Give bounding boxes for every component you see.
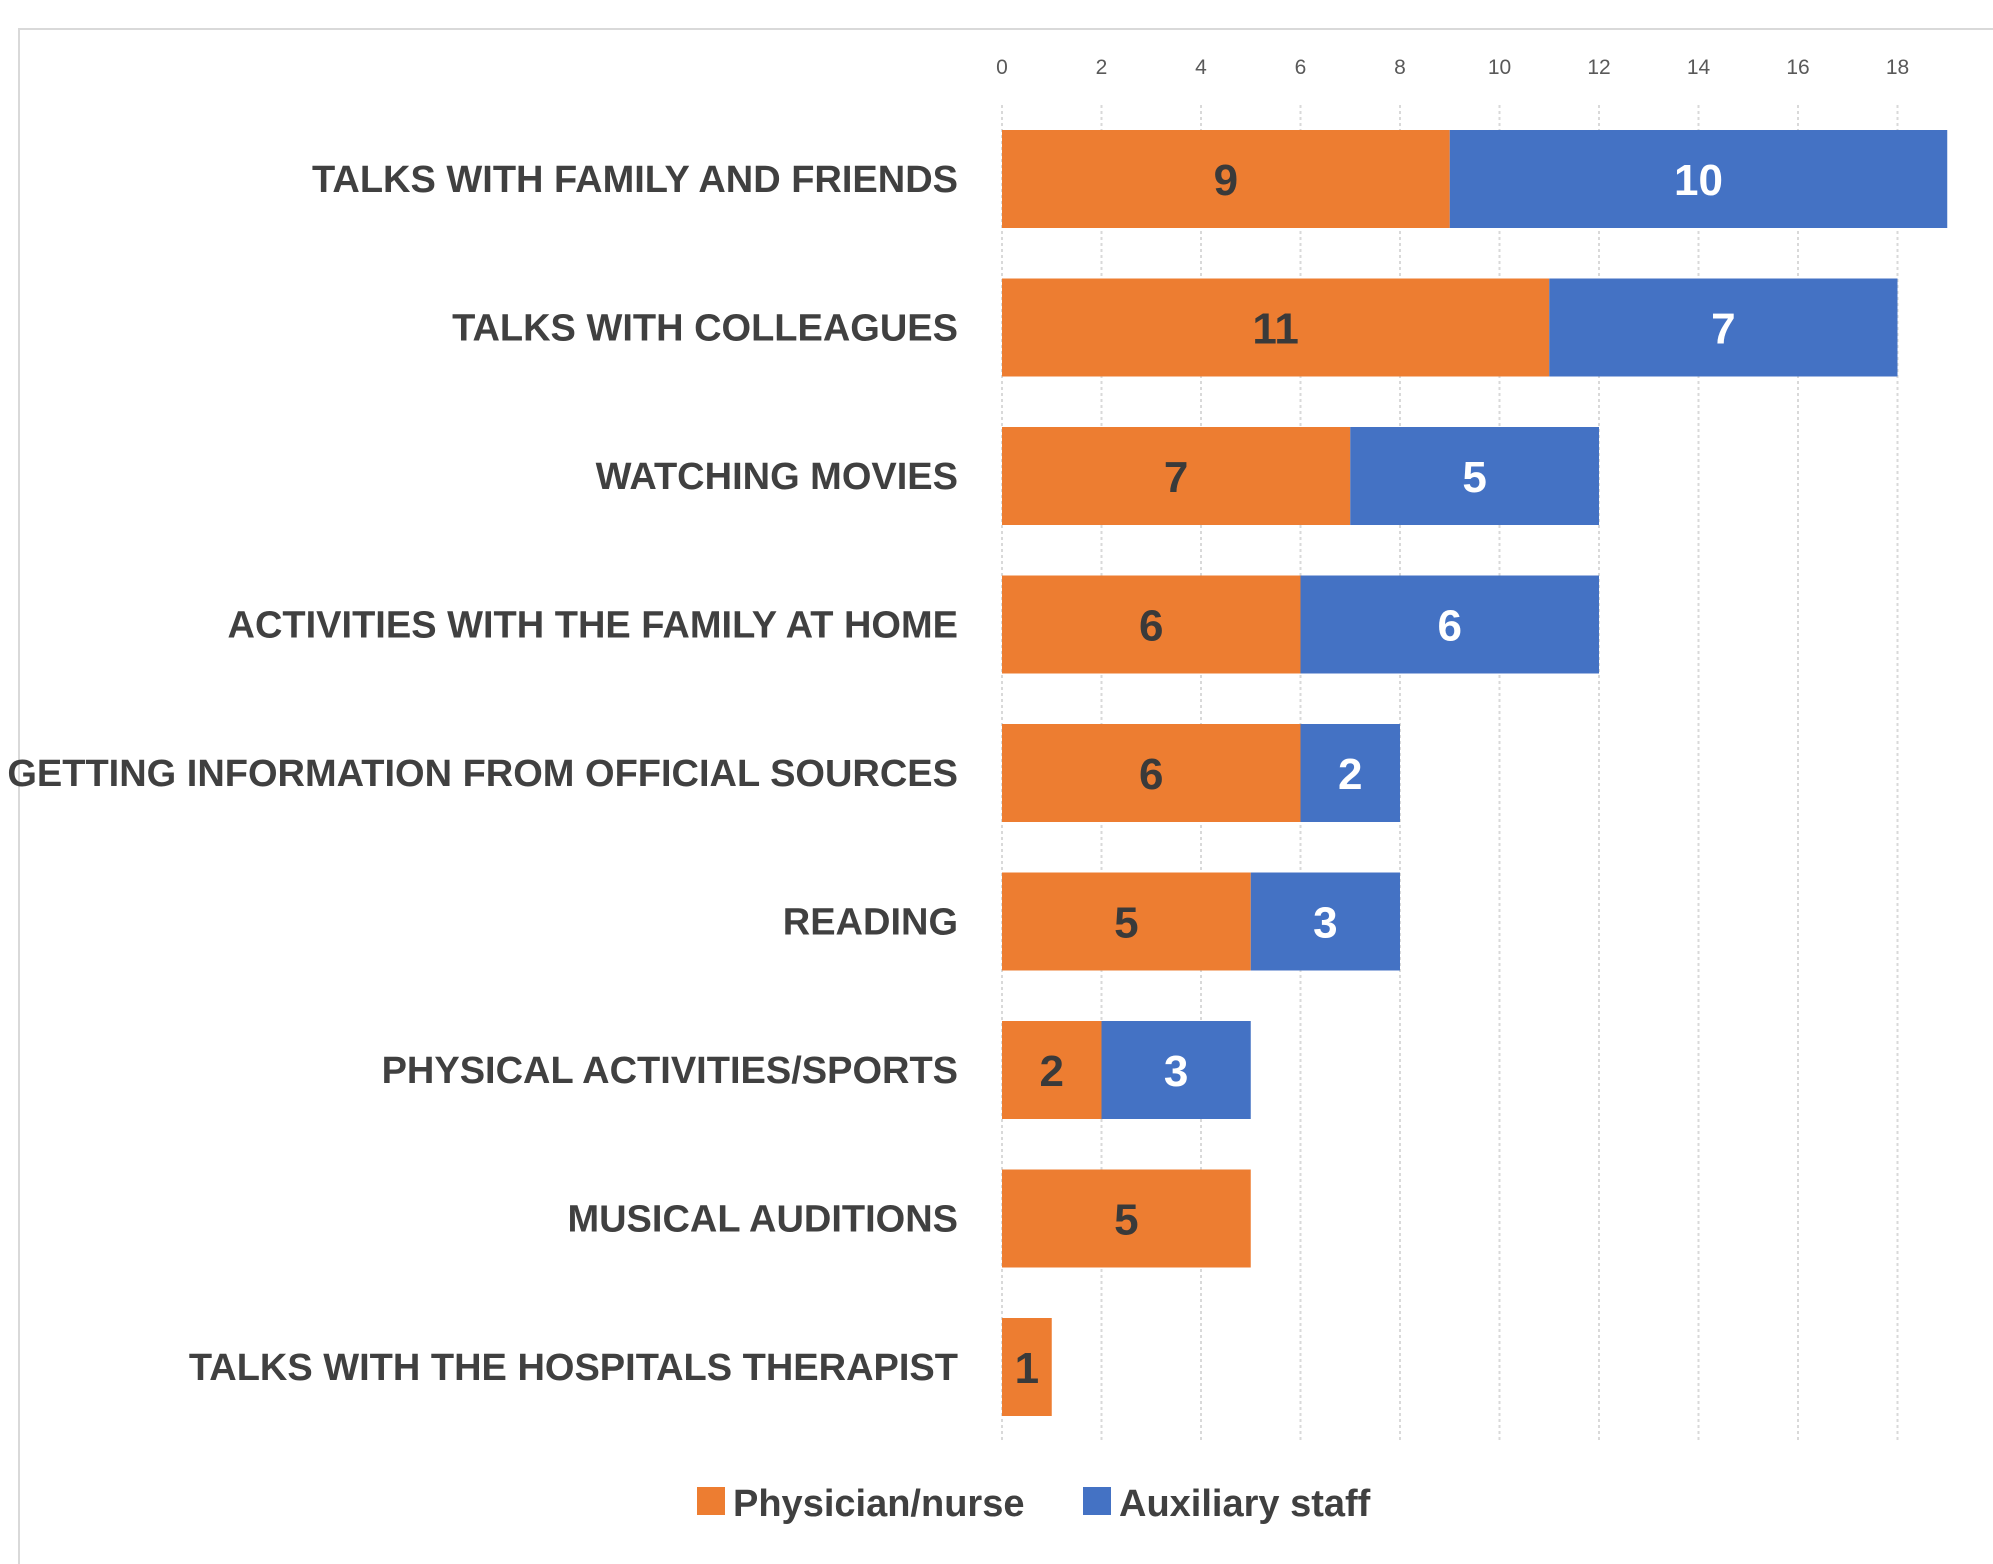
bar-segment bbox=[1002, 278, 1550, 377]
data-label: 5 bbox=[1114, 899, 1138, 948]
bar-segment bbox=[1002, 1169, 1251, 1268]
data-label: 6 bbox=[1438, 602, 1462, 651]
category-label: READING bbox=[783, 902, 958, 944]
category-labels: TALKS WITH FAMILY AND FRIENDS TALKS WITH … bbox=[7, 159, 958, 1389]
bar-segment bbox=[1549, 278, 1898, 377]
data-label: 11 bbox=[1252, 305, 1299, 354]
data-label: 1 bbox=[1015, 1344, 1039, 1393]
legend-label: Physician/nurse bbox=[733, 1483, 1024, 1525]
x-tick-label: 2 bbox=[1096, 56, 1108, 79]
data-label: 7 bbox=[1164, 453, 1188, 502]
legend: Physician/nurse Auxiliary staff bbox=[697, 1483, 1371, 1525]
x-tick-label: 16 bbox=[1786, 56, 1809, 79]
bar-segment bbox=[1002, 130, 1450, 228]
x-tick-label: 18 bbox=[1886, 56, 1909, 79]
category-label: GETTING INFORMATION FROM OFFICIAL SOURCE… bbox=[7, 753, 958, 795]
data-label: 9 bbox=[1214, 156, 1238, 205]
bars: 9 10 11 7 7 5 6 6 6 2 5 3 2 3 5 1 bbox=[1002, 130, 1948, 1416]
x-axis-ticks: 0 2 4 6 8 10 12 14 16 18 bbox=[996, 56, 1909, 79]
bar-segment bbox=[1002, 1318, 1052, 1416]
x-tick-label: 14 bbox=[1687, 56, 1711, 79]
data-label: 2 bbox=[1040, 1047, 1064, 1096]
legend-label: Auxiliary staff bbox=[1119, 1483, 1371, 1525]
category-label: TALKS WITH COLLEAGUES bbox=[452, 308, 958, 350]
bar-segment bbox=[1250, 872, 1400, 971]
category-label: MUSICAL AUDITIONS bbox=[567, 1199, 958, 1241]
data-label: 7 bbox=[1711, 305, 1735, 354]
x-tick-label: 4 bbox=[1195, 56, 1207, 79]
bar-segment bbox=[1002, 427, 1351, 525]
bar-segment bbox=[1002, 1021, 1102, 1119]
category-label: WATCHING MOVIES bbox=[596, 456, 958, 498]
bar-segment bbox=[1449, 130, 1948, 228]
category-label: PHYSICAL ACTIVITIES/SPORTS bbox=[382, 1050, 958, 1092]
x-tick-label: 10 bbox=[1488, 56, 1511, 79]
bar-segment bbox=[1300, 575, 1599, 674]
data-label: 2 bbox=[1338, 750, 1362, 799]
bar-segment bbox=[1002, 724, 1301, 822]
data-label: 10 bbox=[1674, 156, 1723, 205]
data-label: 5 bbox=[1114, 1196, 1138, 1245]
chart-frame bbox=[18, 28, 1993, 1564]
bar-segment bbox=[1350, 427, 1599, 525]
legend-swatch bbox=[1083, 1487, 1111, 1515]
data-label: 5 bbox=[1462, 453, 1486, 502]
bar-segment bbox=[1002, 872, 1251, 971]
legend-swatch bbox=[697, 1487, 725, 1515]
x-tick-label: 12 bbox=[1587, 56, 1610, 79]
x-tick-label: 8 bbox=[1394, 56, 1406, 79]
category-label: ACTIVITIES WITH THE FAMILY AT HOME bbox=[228, 605, 958, 647]
data-label: 3 bbox=[1313, 899, 1337, 948]
data-label: 6 bbox=[1139, 602, 1163, 651]
x-tick-label: 6 bbox=[1295, 56, 1307, 79]
x-tick-label: 0 bbox=[996, 56, 1008, 79]
bar-segment bbox=[1300, 724, 1400, 822]
category-label: TALKS WITH THE HOSPITALS THERAPIST bbox=[189, 1347, 958, 1389]
data-label: 3 bbox=[1164, 1047, 1188, 1096]
data-label: 6 bbox=[1139, 750, 1163, 799]
bar-segment bbox=[1002, 575, 1301, 674]
bar-segment bbox=[1101, 1021, 1251, 1119]
category-label: TALKS WITH FAMILY AND FRIENDS bbox=[312, 159, 958, 201]
